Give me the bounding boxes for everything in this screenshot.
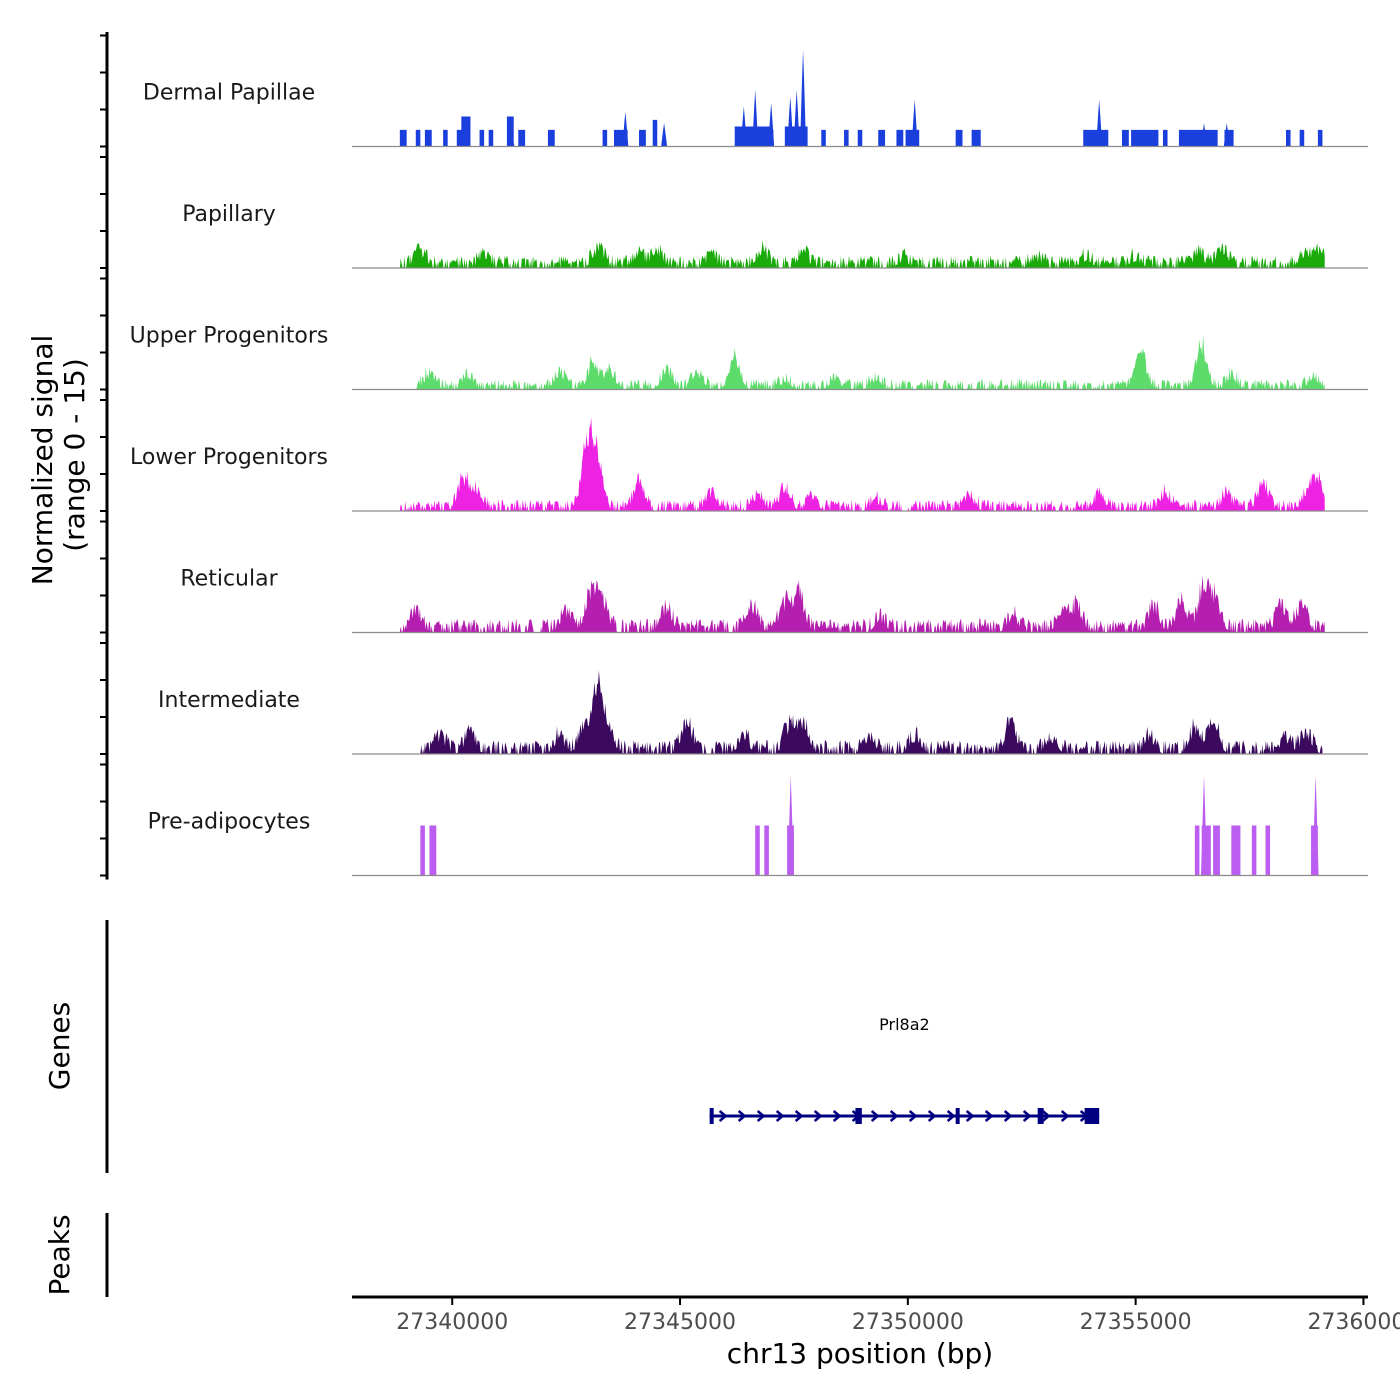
strand-arrow (832, 1110, 842, 1122)
x-tick-label: 27350000 (852, 1310, 964, 1335)
track-signal (399, 49, 1323, 147)
x-axis: 27340000 27345000 27350000 27355000 27360000… (352, 1295, 1400, 1370)
strand-arrow (1003, 1110, 1013, 1122)
x-tick-label: 27360000 (1307, 1310, 1400, 1335)
strand-arrow (1060, 1110, 1070, 1122)
strand-arrow (1041, 1110, 1051, 1122)
track-label: Dermal Papillae (143, 81, 315, 106)
strand-arrow (1022, 1110, 1032, 1122)
track-label: Papillary (182, 202, 276, 227)
track-signal (420, 670, 1323, 754)
strand-arrow (927, 1110, 937, 1122)
track-reticular: Reticular (180, 567, 1368, 634)
track-pre-adipocytes: Pre-adipocytes (148, 775, 1368, 877)
gene-exon (1037, 1108, 1044, 1124)
track-label: Lower Progenitors (130, 445, 328, 470)
gene-models: Prl8a2 (709, 1015, 1100, 1124)
strand-arrow (794, 1110, 804, 1122)
strand-arrow (946, 1110, 956, 1122)
track-dermal-papillae: Dermal Papillae (143, 49, 1368, 148)
track-signal (399, 417, 1325, 511)
x-tick-label: 27345000 (624, 1310, 736, 1335)
track-signal (399, 575, 1325, 633)
genes-panel-label: Genes (43, 1002, 76, 1090)
strand-arrow (870, 1110, 880, 1122)
track-upper-progenitors: Upper Progenitors (130, 324, 1368, 391)
x-tick-label: 27340000 (396, 1310, 508, 1335)
strand-arrow (889, 1110, 899, 1122)
track-papillary: Papillary (182, 202, 1368, 269)
track-signal (415, 334, 1325, 390)
peaks-panel: Peaks (43, 1213, 109, 1297)
y-axis-title-line2: (range 0 - 15) (58, 358, 91, 552)
gene-exon (955, 1108, 960, 1124)
strand-arrow (775, 1110, 785, 1122)
strand-arrow (851, 1110, 861, 1122)
track-label: Upper Progenitors (130, 324, 329, 349)
strand-arrow (718, 1110, 728, 1122)
genes-panel: Genes Prl8a2 (43, 920, 1100, 1173)
gene-model: Prl8a2 (709, 1015, 1100, 1124)
track-signal (399, 240, 1325, 268)
track-intermediate: Intermediate (158, 670, 1368, 755)
strand-arrow (756, 1110, 766, 1122)
strand-arrow (737, 1110, 747, 1122)
signal-y-axis (100, 32, 109, 880)
gene-exon (709, 1108, 714, 1124)
y-axis-title-line1: Normalized signal (26, 335, 59, 586)
x-tick-label: 27355000 (1080, 1310, 1192, 1335)
strand-arrow (984, 1110, 994, 1122)
strand-arrow (908, 1110, 918, 1122)
strand-arrow (965, 1110, 975, 1122)
track-label: Intermediate (158, 688, 300, 713)
x-axis-ticks: 27340000 27345000 27350000 27355000 27360000 (396, 1297, 1400, 1335)
track-signal (420, 775, 1319, 876)
strand-arrow (813, 1110, 823, 1122)
gene-exon (1084, 1108, 1100, 1124)
track-label: Pre-adipocytes (148, 810, 311, 835)
gene-name-label: Prl8a2 (879, 1015, 930, 1034)
signal-tracks: Dermal Papillae Papillary Upper Progenitor… (130, 49, 1368, 877)
track-label: Reticular (180, 567, 278, 592)
track-lower-progenitors: Lower Progenitors (130, 417, 1368, 512)
y-axis-title: Normalized signal (range 0 - 15) (26, 335, 91, 586)
peaks-panel-label: Peaks (43, 1214, 76, 1295)
x-axis-title: chr13 position (bp) (727, 1337, 993, 1370)
strand-arrow (1079, 1110, 1089, 1122)
